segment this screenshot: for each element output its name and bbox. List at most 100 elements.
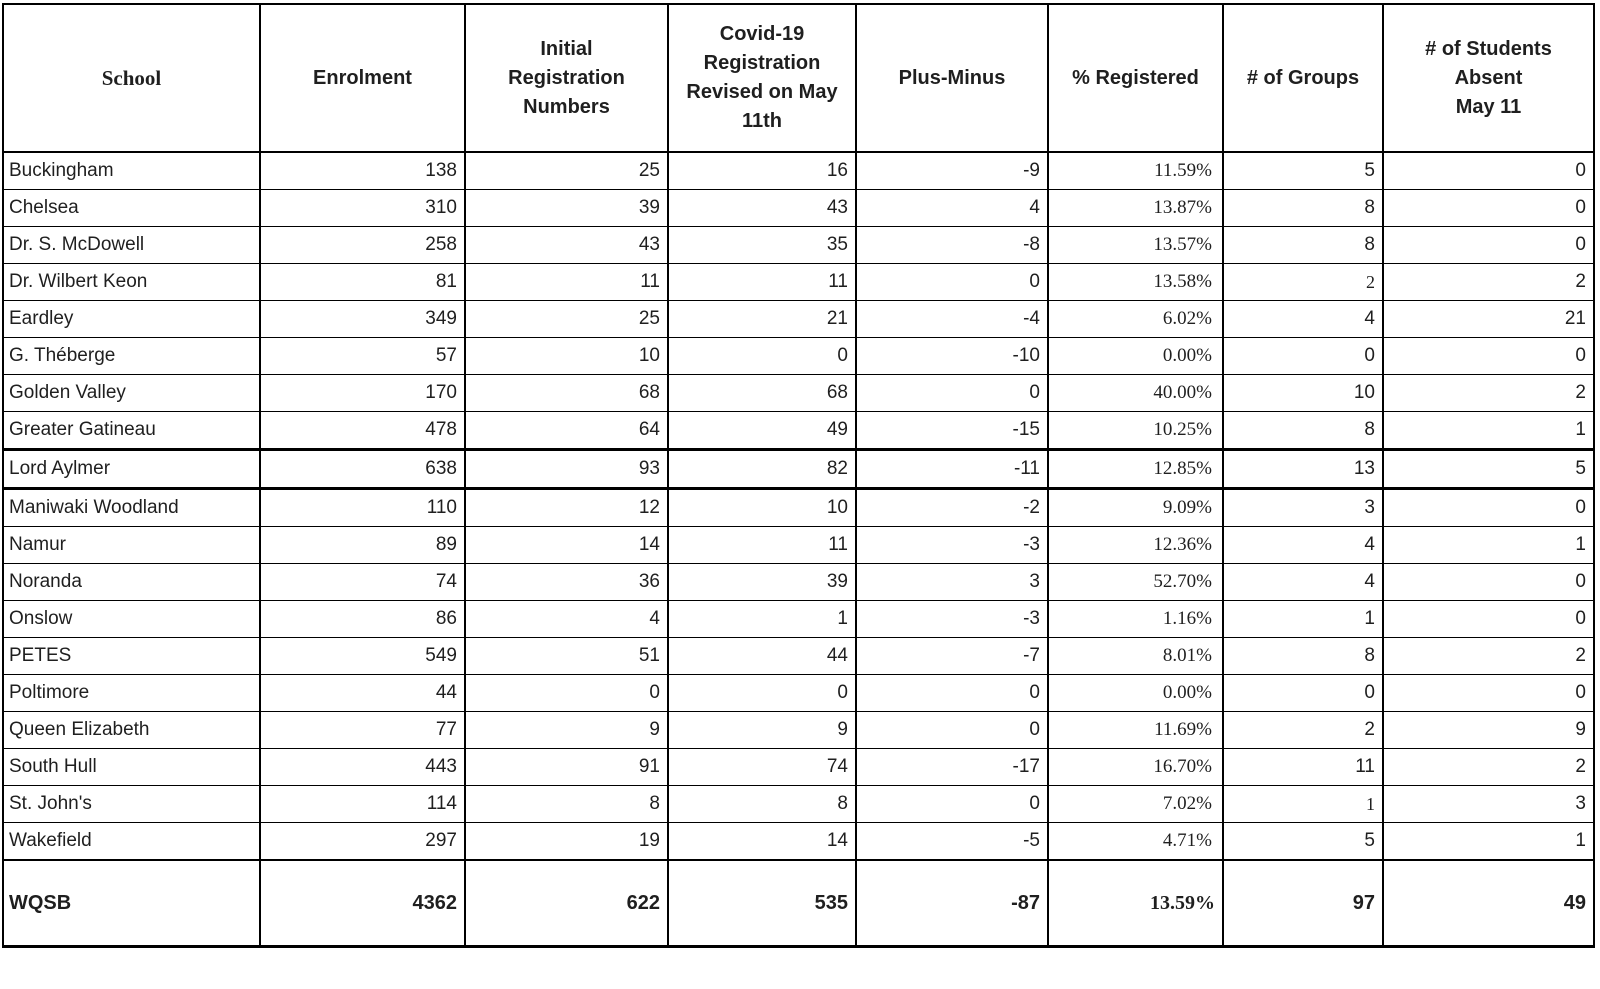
cell-covid_revised: 68 xyxy=(667,374,857,412)
cell-num_groups: 2 xyxy=(1222,263,1384,301)
cell-num_groups: 4 xyxy=(1222,300,1384,338)
cell-pct_registered: 52.70% xyxy=(1047,563,1224,601)
cell-enrolment: 74 xyxy=(259,563,466,601)
cell-school: Chelsea xyxy=(2,189,261,227)
table-row: Onslow 86 4 1 -3 1.16% 1 0 xyxy=(2,600,1595,638)
cell-covid_revised: 44 xyxy=(667,637,857,675)
table-row: Noranda 74 36 39 3 52.70% 4 0 xyxy=(2,563,1595,601)
cell-students_absent: 1 xyxy=(1382,822,1595,861)
cell-students_absent: 1 xyxy=(1382,526,1595,564)
cell-covid_revised: 8 xyxy=(667,785,857,823)
cell-enrolment-total: 4362 xyxy=(259,859,466,948)
cell-pct_registered: 40.00% xyxy=(1047,374,1224,412)
cell-initial_registration: 64 xyxy=(464,411,669,450)
cell-num_groups: 8 xyxy=(1222,411,1384,450)
cell-students-absent-total: 49 xyxy=(1382,859,1595,948)
cell-num_groups: 5 xyxy=(1222,151,1384,190)
table-body: Buckingham 138 25 16 -9 11.59% 5 0 Chelsea 310 39 4… xyxy=(2,151,1595,861)
table-row: Eardley 349 25 21 -4 6.02% 4 21 xyxy=(2,300,1595,338)
cell-students_absent: 0 xyxy=(1382,337,1595,375)
cell-pct_registered: 16.70% xyxy=(1047,748,1224,786)
table-row: Chelsea 310 39 43 4 13.87% 8 0 xyxy=(2,189,1595,227)
total-row: WQSB 4362 622 535 -87 13.59% 97 49 xyxy=(2,859,1595,948)
cell-students_absent: 0 xyxy=(1382,226,1595,264)
cell-school: Dr. Wilbert Keon xyxy=(2,263,261,301)
column-header-initial_registration: Initial Registration Numbers xyxy=(464,3,669,153)
cell-pct_registered: 11.69% xyxy=(1047,711,1224,749)
cell-initial_registration: 68 xyxy=(464,374,669,412)
cell-plus_minus: 0 xyxy=(855,263,1049,301)
cell-students_absent: 3 xyxy=(1382,785,1595,823)
cell-plus_minus: -8 xyxy=(855,226,1049,264)
cell-initial-registration-total: 622 xyxy=(464,859,669,948)
table-row: Queen Elizabeth 77 9 9 0 11.69% 2 9 xyxy=(2,711,1595,749)
cell-school: PETES xyxy=(2,637,261,675)
cell-enrolment: 77 xyxy=(259,711,466,749)
cell-pct_registered: 13.58% xyxy=(1047,263,1224,301)
cell-covid_revised: 1 xyxy=(667,600,857,638)
cell-covid_revised: 0 xyxy=(667,674,857,712)
cell-enrolment: 114 xyxy=(259,785,466,823)
table-row: Dr. Wilbert Keon 81 11 11 0 13.58% 2 2 xyxy=(2,263,1595,301)
cell-initial_registration: 14 xyxy=(464,526,669,564)
cell-initial_registration: 25 xyxy=(464,151,669,190)
column-header-pct_registered: % Registered xyxy=(1047,3,1224,153)
cell-students_absent: 0 xyxy=(1382,189,1595,227)
cell-enrolment: 138 xyxy=(259,151,466,190)
cell-school: G. Théberge xyxy=(2,337,261,375)
cell-initial_registration: 0 xyxy=(464,674,669,712)
column-header-school: School xyxy=(2,3,261,153)
cell-pct_registered: 13.57% xyxy=(1047,226,1224,264)
cell-plus_minus: -3 xyxy=(855,600,1049,638)
table-row: South Hull 443 91 74 -17 16.70% 11 2 xyxy=(2,748,1595,786)
cell-plus_minus: -11 xyxy=(855,448,1049,490)
cell-plus_minus: -9 xyxy=(855,151,1049,190)
cell-enrolment: 638 xyxy=(259,448,466,490)
cell-initial_registration: 39 xyxy=(464,189,669,227)
cell-num_groups: 4 xyxy=(1222,563,1384,601)
cell-covid_revised: 16 xyxy=(667,151,857,190)
table-row: Buckingham 138 25 16 -9 11.59% 5 0 xyxy=(2,151,1595,190)
cell-students_absent: 2 xyxy=(1382,637,1595,675)
cell-enrolment: 549 xyxy=(259,637,466,675)
cell-num_groups: 5 xyxy=(1222,822,1384,861)
cell-school: Dr. S. McDowell xyxy=(2,226,261,264)
cell-enrolment: 170 xyxy=(259,374,466,412)
cell-pct-registered-total: 13.59% xyxy=(1047,859,1224,948)
cell-school: Namur xyxy=(2,526,261,564)
cell-pct_registered: 6.02% xyxy=(1047,300,1224,338)
cell-enrolment: 57 xyxy=(259,337,466,375)
cell-initial_registration: 51 xyxy=(464,637,669,675)
cell-enrolment: 110 xyxy=(259,488,466,527)
cell-initial_registration: 91 xyxy=(464,748,669,786)
cell-school: Queen Elizabeth xyxy=(2,711,261,749)
cell-num_groups: 8 xyxy=(1222,189,1384,227)
table-row: Greater Gatineau 478 64 49 -15 10.25% 8 1 xyxy=(2,411,1595,450)
cell-pct_registered: 9.09% xyxy=(1047,488,1224,527)
cell-enrolment: 81 xyxy=(259,263,466,301)
table-row: G. Théberge 57 10 0 -10 0.00% 0 0 xyxy=(2,337,1595,375)
cell-covid_revised: 39 xyxy=(667,563,857,601)
cell-school: Onslow xyxy=(2,600,261,638)
cell-pct_registered: 11.59% xyxy=(1047,151,1224,190)
table-row: Maniwaki Woodland 110 12 10 -2 9.09% 3 0 xyxy=(2,488,1595,527)
cell-plus_minus: -5 xyxy=(855,822,1049,861)
cell-initial_registration: 10 xyxy=(464,337,669,375)
cell-num_groups: 4 xyxy=(1222,526,1384,564)
cell-students_absent: 0 xyxy=(1382,151,1595,190)
spreadsheet-page: School Enrolment Initial Registration Numb… xyxy=(2,3,1595,948)
cell-enrolment: 86 xyxy=(259,600,466,638)
cell-enrolment: 310 xyxy=(259,189,466,227)
cell-pct_registered: 13.87% xyxy=(1047,189,1224,227)
cell-enrolment: 297 xyxy=(259,822,466,861)
cell-num_groups: 8 xyxy=(1222,637,1384,675)
header-row: School Enrolment Initial Registration Numb… xyxy=(2,3,1595,153)
cell-num_groups: 0 xyxy=(1222,337,1384,375)
cell-pct_registered: 8.01% xyxy=(1047,637,1224,675)
cell-plus_minus: 0 xyxy=(855,711,1049,749)
cell-initial_registration: 36 xyxy=(464,563,669,601)
cell-plus_minus: -3 xyxy=(855,526,1049,564)
cell-pct_registered: 0.00% xyxy=(1047,674,1224,712)
cell-covid_revised: 0 xyxy=(667,337,857,375)
cell-covid_revised: 21 xyxy=(667,300,857,338)
